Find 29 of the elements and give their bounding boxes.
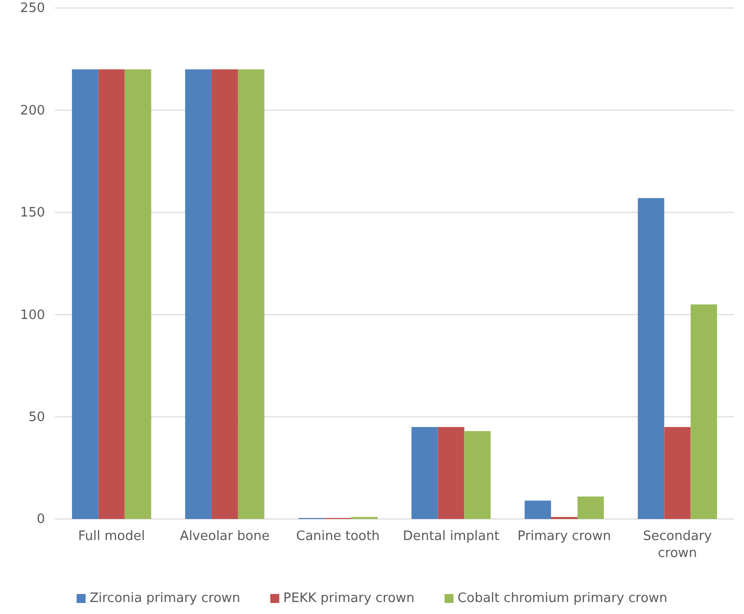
bar xyxy=(664,427,691,519)
bar xyxy=(577,496,604,519)
x-tick-label: Canine tooth xyxy=(296,529,380,544)
x-tick-label: Primary crown xyxy=(518,529,611,544)
bar xyxy=(524,500,552,519)
bar xyxy=(464,431,491,519)
bar xyxy=(124,69,152,519)
y-tick-label: 100 xyxy=(20,308,45,323)
legend-label: Zirconia primary crown xyxy=(90,591,240,606)
x-tick-label: Alveolar bone xyxy=(180,529,270,544)
x-tick-label: Full model xyxy=(78,529,146,544)
legend-label: PEKK primary crown xyxy=(283,591,415,606)
y-tick-label: 200 xyxy=(20,103,45,118)
x-tick-label: Dental implant xyxy=(402,529,500,544)
bar xyxy=(438,427,464,519)
bar xyxy=(72,69,98,519)
y-tick-label: 50 xyxy=(28,410,45,425)
x-tick-label: Secondary crown xyxy=(642,529,712,562)
bar xyxy=(690,304,718,519)
bar xyxy=(185,69,212,519)
bar xyxy=(98,69,125,519)
y-tick-label: 150 xyxy=(20,206,45,221)
bar xyxy=(238,69,264,519)
y-tick-label: 0 xyxy=(36,512,45,528)
legend-label: Cobalt chromium primary crown xyxy=(458,591,668,606)
bar xyxy=(212,69,238,519)
bar xyxy=(638,198,664,519)
y-tick-label: 250 xyxy=(20,1,45,16)
bar xyxy=(411,427,438,519)
